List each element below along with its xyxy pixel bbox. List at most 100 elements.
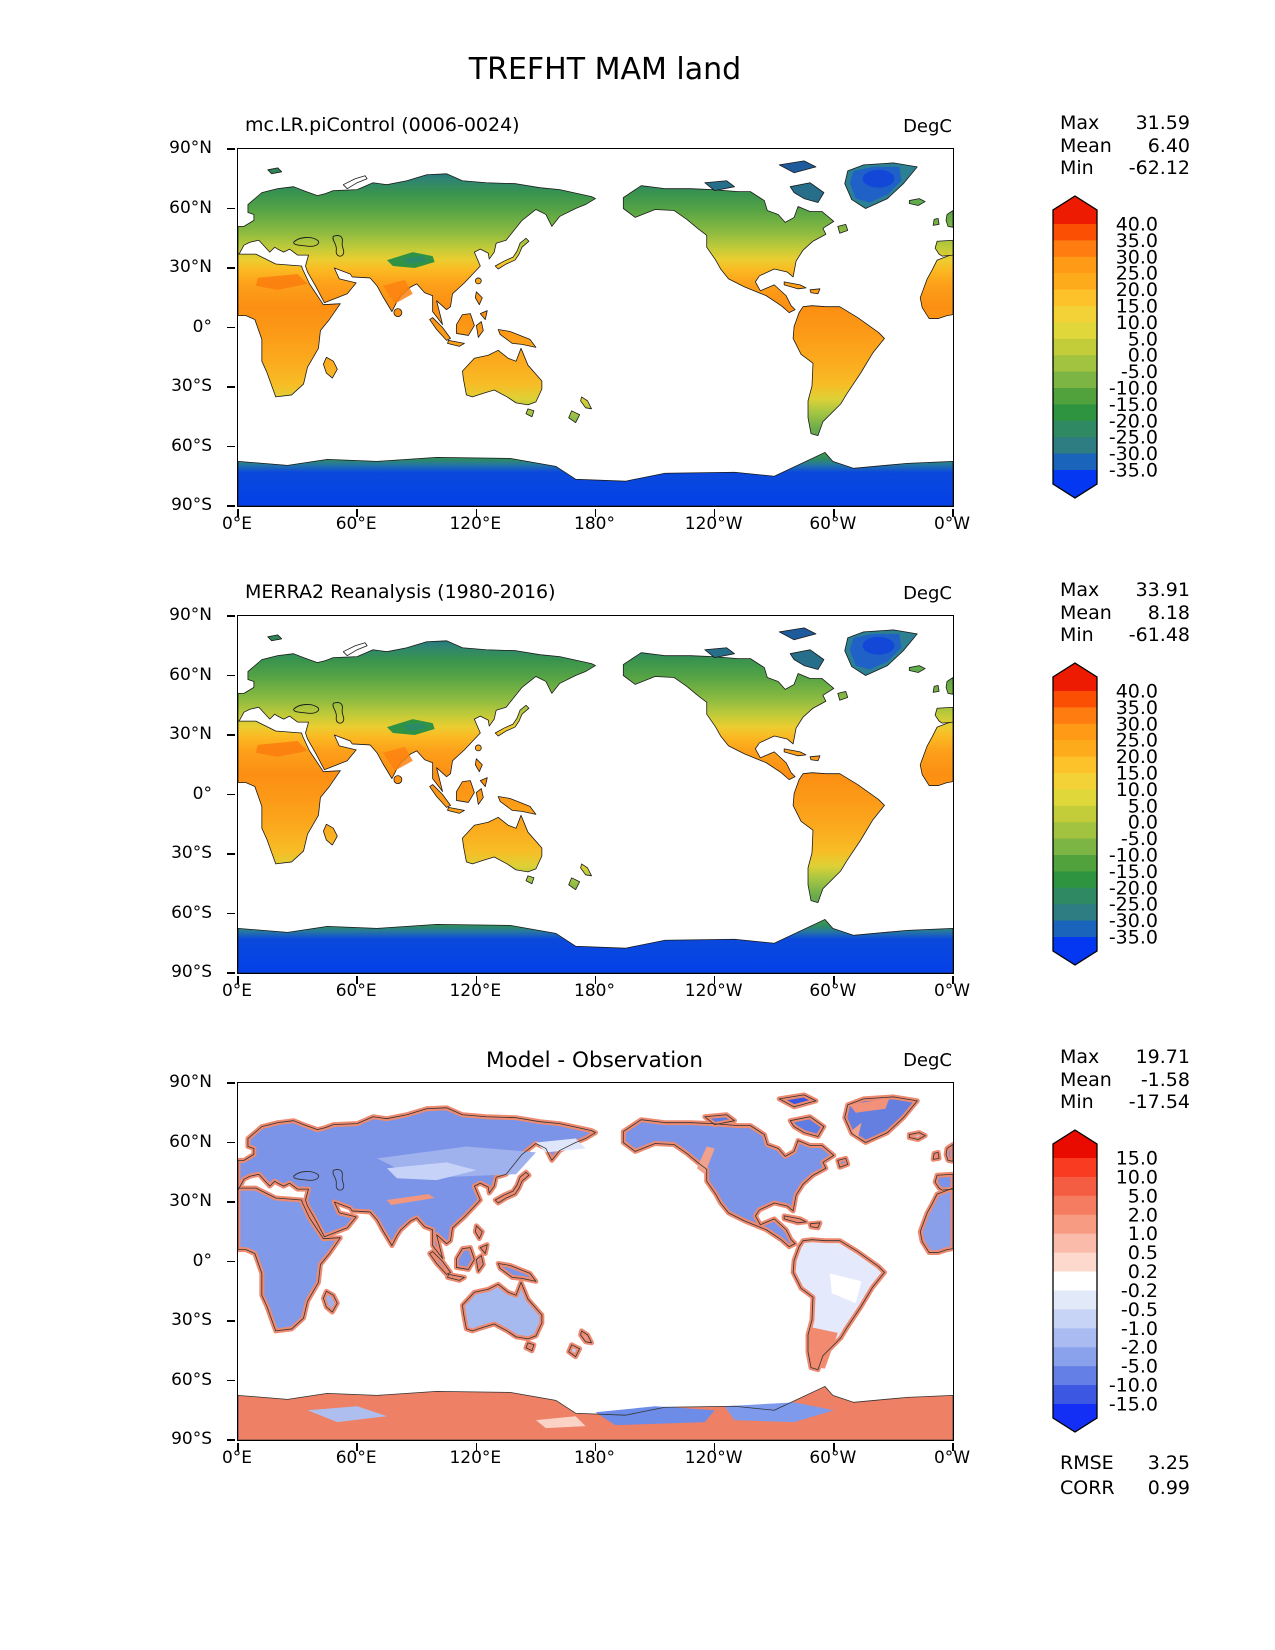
y-tick xyxy=(227,912,235,915)
colorbar-ticklabel: 5.0 xyxy=(1128,328,1158,350)
x-tick xyxy=(594,1443,597,1451)
colorbar-ticklabel: 10.0 xyxy=(1116,1166,1158,1188)
landmass xyxy=(934,706,953,724)
stat-value: 31.59 xyxy=(1135,112,1190,134)
landmass xyxy=(479,310,488,320)
coastline xyxy=(568,1344,581,1358)
colorbar-segment xyxy=(1053,756,1097,774)
landmass xyxy=(525,408,535,418)
colorbar-segment xyxy=(1053,723,1097,741)
landmass-diff xyxy=(320,1288,340,1315)
y-ticklabel: 0° xyxy=(192,1250,212,1271)
y-axis-ticklabels: 90°N 60°N 30°N 0° 30°S 60°S 90°S xyxy=(130,1072,226,1449)
stat-value: 6.40 xyxy=(1147,134,1190,157)
stat-value: -1.58 xyxy=(1140,1068,1190,1091)
colorbar-ticklabel: -0.2 xyxy=(1121,1280,1158,1302)
greenland-core xyxy=(862,169,895,188)
x-axis-ticklabels: 0°E 60°E 120°E 180° 120°W 60°W 0°W xyxy=(222,981,970,1003)
colorbar-segment xyxy=(1053,388,1097,405)
landmass xyxy=(783,281,807,290)
novaya-zemlya xyxy=(342,642,368,657)
x-ticklabel: 0°W xyxy=(933,981,971,1001)
greenland-west-warm xyxy=(851,1122,862,1139)
stat-label: Min xyxy=(1060,624,1094,646)
colorbar-ticklabel: -30.0 xyxy=(1109,910,1158,932)
baffin-island xyxy=(789,649,825,670)
iceland-diff xyxy=(906,1130,928,1143)
colorbar-segment xyxy=(1053,1214,1097,1235)
landmass xyxy=(622,652,835,781)
colorbar-segment xyxy=(1053,338,1097,356)
baffin-island xyxy=(789,182,825,203)
map-diff xyxy=(227,1082,954,1451)
colorbar: 40.035.030.025.020.015.010.05.00.0-5.0-1… xyxy=(1052,662,1158,966)
landmass xyxy=(783,748,807,757)
panel-diff: Model - Observation DegC 90°N 60°N 30°N 0° 3… xyxy=(0,1046,1275,1516)
x-ticklabel: 0°E xyxy=(221,1448,253,1468)
svalbard xyxy=(267,634,283,642)
x-ticklabel: 180° xyxy=(574,514,615,534)
colorbar: 40.035.030.025.020.015.010.05.00.0-5.0-1… xyxy=(1052,195,1158,499)
stat-label: Mean xyxy=(1060,134,1112,157)
colorbar-segment xyxy=(1053,240,1097,258)
india-hot xyxy=(382,746,413,771)
y-ticklabel: 30°N xyxy=(169,1191,212,1211)
coastline xyxy=(238,1187,341,1332)
coastline xyxy=(580,1330,592,1344)
colorbar-segment xyxy=(1053,1252,1097,1273)
stat-row: Min -17.54 xyxy=(1060,1091,1190,1114)
colorbar-segment xyxy=(1053,920,1097,938)
map-obs xyxy=(227,615,954,984)
y-tick xyxy=(227,326,235,329)
colorbar-ticklabel: -10.0 xyxy=(1109,378,1158,400)
colorbar-segment xyxy=(1053,838,1097,856)
map-model-svg xyxy=(238,160,953,506)
colorbar-segment xyxy=(1053,1385,1097,1405)
coastline xyxy=(622,1119,835,1248)
coastline xyxy=(525,1342,535,1352)
y-ticklabel: 90°N xyxy=(169,605,212,625)
landmass xyxy=(945,210,953,228)
landmass-diff xyxy=(932,1171,953,1193)
colorbar-arrow-bottom xyxy=(1053,1404,1097,1432)
landmass xyxy=(238,720,341,865)
antarctica-diff xyxy=(238,1386,953,1440)
central-asia-patch xyxy=(386,1162,477,1181)
colorbar-segment xyxy=(1053,1290,1097,1310)
colorbar-ticklabel: 15.0 xyxy=(1116,763,1158,785)
landmass xyxy=(323,823,338,846)
y-tick xyxy=(227,1201,235,1203)
colorbar-ticklabel: 5.0 xyxy=(1128,795,1158,817)
y-tick xyxy=(227,793,235,796)
landmass-diff xyxy=(620,1117,837,1250)
sri-lanka xyxy=(393,775,403,784)
stat-label: RMSE xyxy=(1060,1452,1114,1474)
colorbar-ticklabel: -25.0 xyxy=(1109,894,1158,916)
y-tick xyxy=(227,615,235,617)
y-tick xyxy=(227,386,235,388)
stat-row: RMSE 3.25 xyxy=(1060,1451,1190,1476)
stat-value: 19.71 xyxy=(1135,1046,1190,1068)
tibetan-plateau-core xyxy=(402,256,427,265)
y-ticklabel: 90°S xyxy=(171,962,212,982)
coastline xyxy=(475,1255,484,1272)
landmass xyxy=(580,863,592,877)
landmass xyxy=(809,288,821,295)
figure-title: TREFHT MAM land xyxy=(468,52,742,87)
landmass xyxy=(475,321,484,338)
antarctica xyxy=(238,452,953,506)
x-tick xyxy=(356,509,358,517)
colorbar-ticklabel: -5.0 xyxy=(1121,1356,1158,1378)
landmass xyxy=(932,218,940,226)
colorbar-segment xyxy=(1053,322,1097,340)
colorbar-ticklabel: 2.0 xyxy=(1128,1204,1158,1226)
x-tick xyxy=(237,1443,239,1451)
landmass xyxy=(429,784,451,808)
x-ticklabel: 0°E xyxy=(221,514,253,534)
colorbar-ticklabel: -35.0 xyxy=(1109,460,1158,482)
colorbar-arrow-top xyxy=(1053,196,1097,224)
y-tick xyxy=(227,853,235,855)
colorbar-ticklabel: 40.0 xyxy=(1116,214,1158,236)
landmass xyxy=(323,356,338,379)
